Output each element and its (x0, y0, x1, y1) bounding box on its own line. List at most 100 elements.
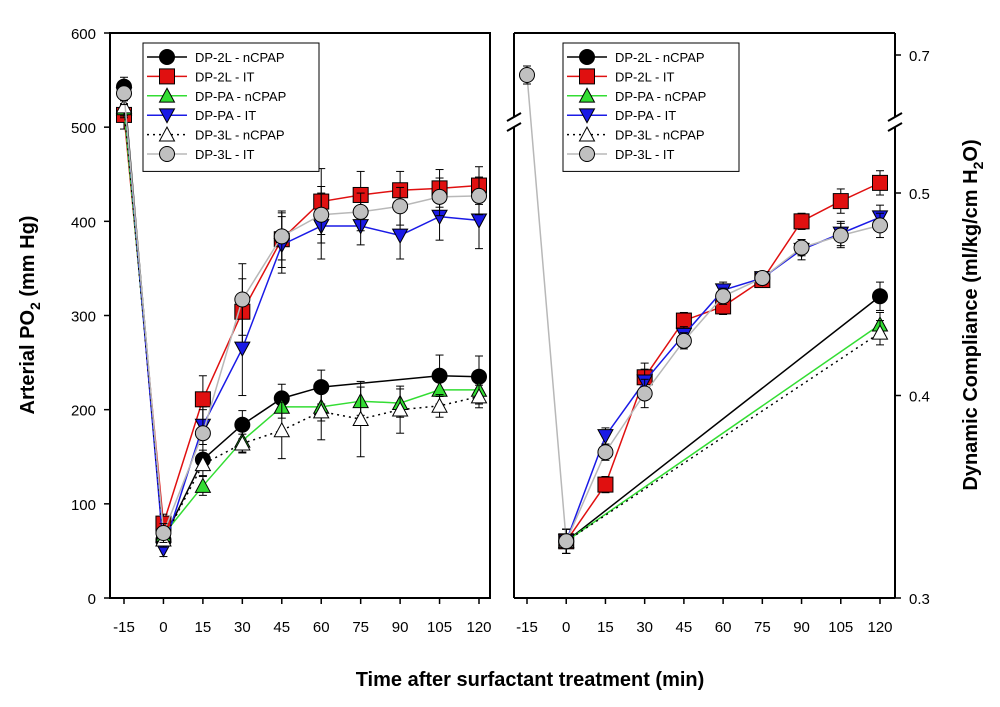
x-axis: -15 0 15 30 45 60 75 90 105 120 (516, 598, 893, 636)
data-point (312, 402, 330, 419)
data-point (194, 391, 211, 408)
data-point (871, 324, 889, 340)
right-panel-frame (506, 32, 903, 599)
y-axis-label-right: Dynamic Compliance (ml/kg/cm H2O) (960, 139, 986, 490)
data-point (313, 206, 330, 223)
series-dp-3l-ncpap (115, 96, 488, 548)
legend-label: DP-2L - nCPAP (195, 50, 285, 65)
x-tick-label: 60 (715, 619, 732, 636)
x-tick-label: 75 (754, 619, 771, 636)
legend-label: DP-3L - nCPAP (615, 128, 705, 143)
y-tick-label: 600 (71, 26, 96, 43)
legend-item: DP-2L - nCPAP (147, 49, 285, 65)
x-tick-label: 120 (867, 619, 892, 636)
y-tick-label: 0.3 (909, 591, 930, 608)
x-tick-label: 0 (159, 619, 167, 636)
data-point (352, 410, 370, 426)
y-tick-label: 0.5 (909, 186, 930, 203)
data-point (159, 68, 175, 85)
series-line (123, 114, 480, 524)
data-point (194, 455, 212, 472)
series-line (123, 106, 480, 543)
data-point (793, 213, 810, 230)
x-tick-label: 90 (793, 619, 810, 636)
legend-item: DP-PA - IT (147, 108, 256, 124)
series-dp-3l-it (116, 81, 487, 543)
x-tick-label: 15 (597, 619, 614, 636)
data-point (158, 87, 176, 103)
axis-break-mark (506, 112, 522, 122)
data-point (872, 174, 888, 191)
legend-label: DP-2L - IT (615, 69, 675, 84)
data-point (519, 67, 535, 83)
data-point (597, 429, 614, 445)
y-axis-right: 0.3 0.4 0.5 0.7 (895, 48, 930, 608)
data-point (578, 126, 596, 142)
data-point (578, 108, 596, 124)
data-point (194, 477, 212, 493)
x-tick-label: -15 (516, 619, 538, 636)
y-tick-label: 0 (88, 591, 96, 608)
series-dp-3l-it (519, 65, 888, 554)
legend-item: DP-3L - IT (567, 146, 675, 162)
y-axis-left: 0 100 200 300 400 500 600 (71, 26, 110, 608)
data-point (579, 68, 595, 85)
legend-item: DP-2L - IT (147, 68, 255, 85)
series-line (565, 324, 881, 542)
data-point (155, 525, 172, 542)
legend-item: DP-PA - nCPAP (567, 87, 706, 104)
data-point (715, 288, 732, 305)
data-point (579, 49, 595, 65)
axis-break-mark (887, 122, 903, 132)
data-point (675, 312, 692, 329)
legend-item: DP-PA - IT (567, 108, 676, 124)
x-tick-label: 90 (392, 619, 409, 636)
data-point (158, 126, 176, 142)
data-point (578, 87, 596, 103)
legend-label: DP-3L - IT (195, 147, 255, 162)
data-point (754, 270, 771, 287)
data-point (597, 476, 614, 493)
legend-label: DP-3L - nCPAP (195, 128, 285, 143)
data-point (558, 533, 575, 550)
axis-break-mark (506, 122, 522, 132)
data-point (470, 387, 488, 404)
y-tick-label: 100 (71, 497, 96, 514)
series-line (565, 216, 881, 542)
data-point (832, 227, 849, 244)
data-point (391, 401, 409, 417)
legend-item: DP-2L - IT (567, 68, 675, 85)
legend-item: DP-3L - nCPAP (567, 126, 705, 143)
x-tick-label: 45 (273, 619, 290, 636)
y-tick-label: 300 (71, 309, 96, 326)
data-point (675, 332, 692, 349)
series-line (123, 94, 480, 550)
y-tick-label: 500 (71, 120, 96, 137)
legend: DP-2L - nCPAP DP-2L - IT DP-PA - nCPAP DP-P… (562, 42, 740, 172)
data-point (832, 193, 849, 210)
legend-label: DP-PA - nCPAP (615, 89, 706, 104)
series-line (565, 295, 881, 542)
data-point (470, 213, 488, 229)
data-point (273, 421, 291, 438)
series-dp-pa-it (557, 204, 889, 554)
x-tick-label: -15 (113, 619, 135, 636)
legend-label: DP-PA - nCPAP (195, 89, 286, 104)
data-point (431, 397, 448, 413)
axis-break-mark (887, 112, 903, 122)
data-point (116, 85, 132, 102)
x-axis: -15 0 15 30 45 60 75 90 105 120 (113, 598, 492, 636)
legend-label: DP-PA - IT (195, 108, 256, 123)
x-tick-label: 105 (828, 619, 853, 636)
x-tick-label: 30 (234, 619, 251, 636)
data-point (872, 217, 888, 234)
data-point (431, 188, 448, 205)
data-point (159, 49, 175, 65)
data-point (159, 146, 175, 162)
legend: DP-2L - nCPAP DP-2L - IT DP-PA - nCPAP DP-P… (142, 42, 320, 172)
x-axis-label: Time after surfactant treatment (min) (356, 669, 705, 691)
data-point (471, 187, 487, 204)
y-axis-label-left: Arterial PO2 (mm Hg) (17, 216, 43, 415)
